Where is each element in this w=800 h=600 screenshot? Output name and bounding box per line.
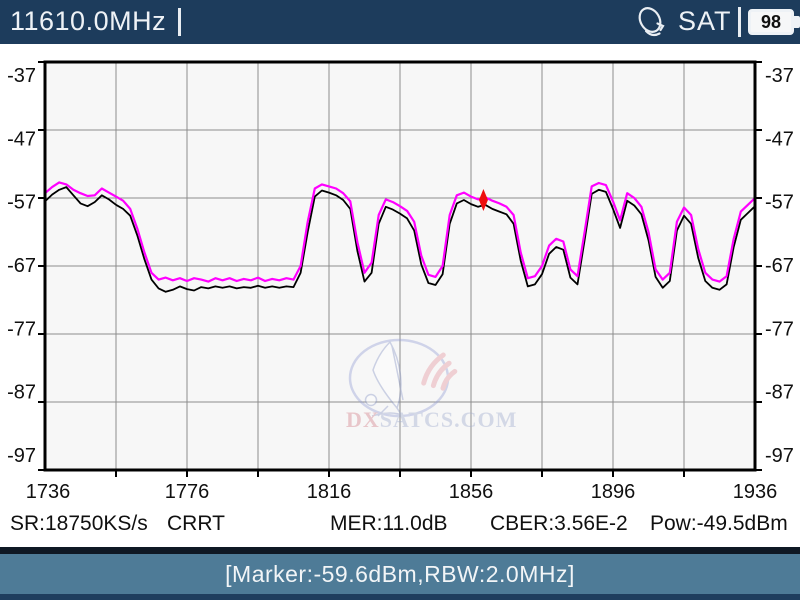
footer-top-strip — [0, 547, 800, 554]
y-axis-label-right: -37 — [765, 65, 794, 87]
y-axis-label-right: -87 — [765, 382, 794, 404]
battery-nub — [794, 16, 800, 28]
battery-indicator: 98 — [748, 9, 800, 35]
battery-percent: 98 — [760, 12, 782, 32]
header-divider — [738, 7, 741, 37]
y-axis-label-left: -77 — [7, 318, 36, 340]
cber-readout: CBER:3.56E-2 — [490, 512, 628, 535]
x-axis-label: 1816 — [307, 481, 352, 503]
live-trace — [44, 186, 756, 293]
status-row: SR:18750KS/s CRRT MER:11.0dB CBER:3.56E-… — [0, 512, 800, 542]
x-axis-label: 1736 — [26, 481, 71, 503]
y-axis-label-left: -87 — [7, 382, 36, 404]
marker-readout: [Marker:-59.6dBm,RBW:2.0MHz] — [225, 561, 575, 587]
x-axis-label: 1896 — [591, 481, 636, 503]
x-axis-label: 1936 — [733, 481, 778, 503]
y-axis-label-left: -67 — [7, 255, 36, 277]
symbol-rate-readout: SR:18750KS/s — [10, 512, 148, 535]
sat-mode-label: SAT — [678, 6, 732, 36]
svg-text:DXSATCS.COM: DXSATCS.COM — [346, 407, 517, 432]
y-axis-label-right: -67 — [765, 255, 794, 277]
y-axis-label-right: -47 — [765, 128, 794, 150]
top-bar: 11610.0MHz SAT 98 — [0, 0, 800, 44]
y-axis-label-right: -97 — [765, 445, 794, 467]
watermark: DXSATCS.COM — [346, 338, 517, 432]
text-cursor — [178, 8, 181, 36]
y-axis-label-left: -37 — [7, 65, 36, 87]
x-axis-label: 1776 — [165, 481, 210, 503]
y-axis-label-right: -77 — [765, 318, 794, 340]
spectrum-chart: DXSATCS.COM -37 -37 -47 -47 -57 -57 -67 -67 -77 -7… — [7, 60, 794, 503]
signal-standard-readout: CRRT — [167, 512, 225, 535]
marker-info-bar: [Marker:-59.6dBm,RBW:2.0MHz] — [0, 554, 800, 594]
footer-bottom-strip — [0, 594, 800, 600]
y-axis-label-left: -97 — [7, 445, 36, 467]
x-axis-label: 1856 — [449, 481, 494, 503]
satellite-dish-icon — [633, 4, 673, 47]
peak-hold-trace — [44, 181, 756, 283]
power-readout: Pow:-49.5dBm — [650, 512, 788, 535]
y-axis-label-left: -47 — [7, 128, 36, 150]
mer-readout: MER:11.0dB — [330, 512, 448, 535]
y-axis-label-left: -57 — [7, 192, 36, 214]
y-axis-label-right: -57 — [765, 192, 794, 214]
frequency-display[interactable]: 11610.0MHz — [10, 6, 167, 36]
marker-diamond — [478, 189, 488, 212]
